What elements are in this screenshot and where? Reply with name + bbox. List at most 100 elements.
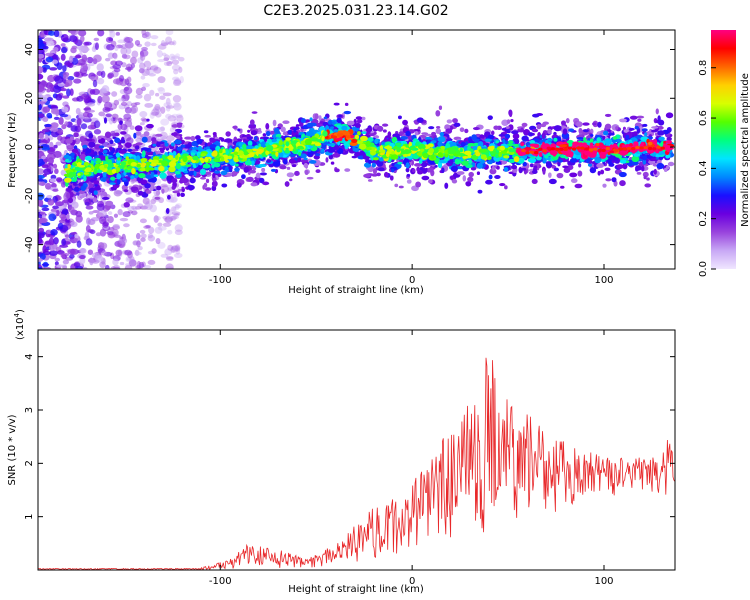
heatmap-ridge-cell	[130, 186, 139, 192]
heatmap-noise-cell	[93, 37, 100, 42]
heatmap-noise-cell	[42, 116, 49, 123]
heatmap-noise-cell	[38, 53, 45, 59]
heatmap-noise-cell	[103, 101, 113, 110]
heatmap-noise-cell	[62, 265, 68, 269]
heatmap-noise-cell	[134, 39, 141, 46]
heatmap-ridge-cell	[213, 162, 221, 168]
heatmap-ridge-cell	[583, 137, 587, 142]
heatmap-ridge-cell	[634, 125, 639, 130]
heatmap-noise-cell	[143, 225, 151, 229]
heatmap-ridge-cell	[648, 157, 657, 162]
heatmap-ridge-cell	[288, 158, 296, 164]
heatmap-noise-cell	[159, 131, 168, 140]
heatmap-ridge-cell	[70, 152, 75, 159]
heatmap-noise-cell	[153, 66, 162, 74]
heatmap-noise-cell	[87, 249, 94, 255]
heatmap-noise-cell	[55, 109, 60, 117]
heatmap-noise-cell	[174, 224, 183, 232]
heatmap-ridge-cell	[288, 153, 296, 158]
heatmap-ridge-cell	[279, 165, 287, 170]
heatmap-noise-cell	[50, 208, 58, 213]
heatmap-noise-cell	[141, 33, 148, 39]
heatmap-noise-cell	[117, 98, 126, 102]
heatmap-noise-cell	[92, 79, 98, 88]
heatmap-ridge-cell	[551, 141, 557, 144]
heatmap-ridge-cell	[250, 160, 255, 166]
heatmap-ridge-cell	[84, 148, 92, 154]
heatmap-noise-cell	[113, 99, 120, 106]
heatmap-noise-cell	[106, 43, 115, 51]
heatmap-ridge-cell	[465, 181, 472, 187]
heatmap-ridge-cell	[172, 190, 180, 194]
heatmap-ridge-cell	[655, 108, 659, 115]
heatmap-ridge-cell	[308, 160, 317, 164]
heatmap-noise-cell	[123, 86, 133, 95]
heatmap-ridge-cell	[547, 137, 553, 142]
heatmap-noise-cell	[89, 257, 94, 266]
heatmap-noise-cell	[50, 87, 55, 93]
heatmap-ridge-cell	[657, 130, 665, 136]
heatmap-noise-cell	[151, 108, 160, 116]
heatmap-noise-cell	[46, 88, 51, 93]
heatmap-noise-cell	[105, 113, 113, 118]
heatmap-ridge-cell	[280, 126, 286, 133]
heatmap-ridge-cell	[405, 162, 410, 169]
heatmap-ridge-cell	[361, 116, 366, 121]
heatmap-ridge-cell	[79, 135, 85, 143]
heatmap-noise-cell	[139, 229, 146, 234]
heatmap-noise-cell	[39, 181, 46, 186]
heatmap-noise-cell	[157, 76, 166, 84]
heatmap-noise-cell	[119, 217, 129, 222]
heatmap-ridge-cell	[582, 122, 590, 126]
heatmap-noise-cell	[165, 104, 171, 112]
heatmap-ridge-cell	[251, 111, 258, 114]
heatmap-noise-cell	[154, 103, 161, 111]
chart-title: C2E3.2025.031.23.14.G02	[263, 3, 448, 19]
heatmap-ridge-cell	[150, 171, 155, 179]
heatmap-noise-cell	[155, 237, 161, 245]
heatmap-ridge-cell	[636, 115, 645, 119]
heatmap-noise-cell	[62, 65, 67, 72]
heatmap-ridge-cell	[561, 132, 570, 140]
heatmap-ridge-cell	[665, 112, 674, 119]
heatmap-noise-cell	[84, 201, 90, 206]
heatmap-ridge-cell	[653, 168, 657, 175]
heatmap-ridge-cell	[300, 118, 306, 124]
heatmap-ridge-cell	[104, 131, 112, 139]
heatmap-noise-cell	[125, 263, 130, 267]
heatmap-noise-cell	[67, 249, 76, 255]
heatmap-noise-cell	[150, 198, 157, 205]
heatmap-ridge-cell	[479, 134, 485, 140]
heatmap-noise-cell	[94, 42, 100, 50]
heatmap-noise-cell	[64, 62, 73, 66]
heatmap-ridge-cell	[265, 122, 270, 130]
heatmap-noise-cell	[172, 213, 180, 217]
heatmap-noise-cell	[158, 87, 166, 95]
heatmap-noise-cell	[165, 266, 175, 269]
heatmap-noise-cell	[56, 128, 64, 134]
heatmap-noise-cell	[38, 178, 44, 182]
heatmap-ridge-cell	[289, 178, 293, 182]
heatmap-ridge-cell	[504, 185, 508, 190]
heatmap-ridge-cell	[570, 178, 578, 184]
heatmap-ridge-cell	[450, 165, 459, 172]
heatmap-ridge-cell	[98, 145, 105, 149]
heatmap-noise-cell	[81, 54, 88, 63]
heatmap-ridge-cell	[203, 130, 209, 134]
heatmap-ridge-cell	[306, 122, 314, 128]
heatmap-ridge-cell	[70, 136, 75, 140]
heatmap-noise-cell	[64, 234, 70, 238]
heatmap-noise-cell	[59, 113, 69, 118]
heatmap-ridge-cell	[337, 147, 344, 155]
heatmap-noise-cell	[77, 30, 87, 37]
heatmap-ridge-cell	[93, 190, 98, 196]
heatmap-noise-cell	[135, 137, 143, 143]
heatmap-ridge-cell	[368, 159, 372, 165]
heatmap-ridge-cell	[305, 119, 311, 123]
heatmap-noise-cell	[93, 129, 102, 135]
heatmap-noise-cell	[135, 135, 144, 139]
heatmap-ridge-cell	[109, 146, 113, 151]
heatmap-noise-cell	[113, 129, 122, 134]
heatmap-noise-cell	[107, 72, 115, 79]
heatmap-ridge-cell	[266, 159, 272, 163]
